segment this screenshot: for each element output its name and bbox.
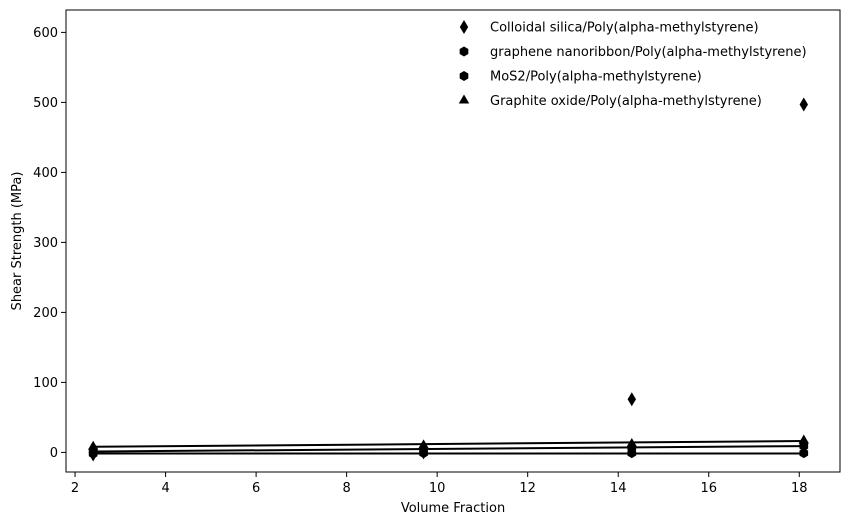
fit-line-graphite-oxide-poly-alpha-methylstyrene <box>93 440 804 448</box>
point-colloidal-silica-poly-alpha-methylstyrene <box>799 97 808 112</box>
fit-line-mos2-poly-alpha-methylstyrene <box>93 445 804 453</box>
point-graphite-oxide-poly-alpha-methylstyrene <box>626 438 638 447</box>
x-tick-label: 16 <box>700 481 717 496</box>
x-axis-title: Volume Fraction <box>401 501 505 516</box>
point-graphite-oxide-poly-alpha-methylstyrene <box>798 434 810 444</box>
legend-label: graphene nanoribbon/Poly(alpha-methylsty… <box>490 45 807 60</box>
legend-marker-mos2-poly-alpha-methylstyrene <box>459 71 469 81</box>
y-tick-label: 500 <box>33 96 58 111</box>
point-mos2-poly-alpha-methylstyrene <box>799 441 809 452</box>
y-tick-label: 0 <box>50 446 58 461</box>
y-tick-label: 100 <box>33 376 58 391</box>
x-tick-label: 12 <box>519 481 536 496</box>
x-tick-label: 10 <box>429 481 446 496</box>
x-axis-ticks: 2 4 6 8 10 12 14 16 18 <box>71 472 808 496</box>
x-tick-label: 14 <box>610 481 627 496</box>
y-tick-label: 400 <box>33 166 58 181</box>
x-tick-label: 4 <box>161 481 169 496</box>
data-points <box>87 97 810 462</box>
y-tick-label: 600 <box>33 26 58 41</box>
plot-background <box>66 10 840 472</box>
y-axis-title: Shear Strength (MPa) <box>10 172 25 311</box>
x-tick-label: 6 <box>252 481 260 496</box>
point-graphite-oxide-poly-alpha-methylstyrene <box>418 439 429 449</box>
legend-marker-colloidal-silica-poly-alpha-methylstyrene <box>459 20 469 34</box>
legend-marker-graphene-nanoribbon-poly-alpha-methylstyrene <box>459 46 469 57</box>
y-tick-label: 200 <box>33 306 58 321</box>
legend-label: Graphite oxide/Poly(alpha-methylstyrene) <box>490 94 762 109</box>
legend-label: Colloidal silica/Poly(alpha-methylstyren… <box>490 21 759 36</box>
point-graphite-oxide-poly-alpha-methylstyrene <box>87 440 99 450</box>
legend: Colloidal silica/Poly(alpha-methylstyren… <box>458 20 807 109</box>
y-tick-label: 300 <box>33 236 58 251</box>
y-axis-ticks: 0 100 200 300 400 500 600 <box>33 26 66 461</box>
x-tick-label: 2 <box>71 481 79 496</box>
fit-lines <box>93 440 804 455</box>
point-colloidal-silica-poly-alpha-methylstyrene <box>627 392 636 407</box>
legend-marker-graphite-oxide-poly-alpha-methylstyrene <box>458 94 470 104</box>
plot-frame <box>65 9 841 473</box>
x-tick-label: 8 <box>342 481 350 496</box>
x-tick-label: 18 <box>791 481 808 496</box>
legend-label: MoS2/Poly(alpha-methylstyrene) <box>490 70 702 85</box>
point-graphene-nanoribbon-poly-alpha-methylstyrene <box>799 448 809 459</box>
